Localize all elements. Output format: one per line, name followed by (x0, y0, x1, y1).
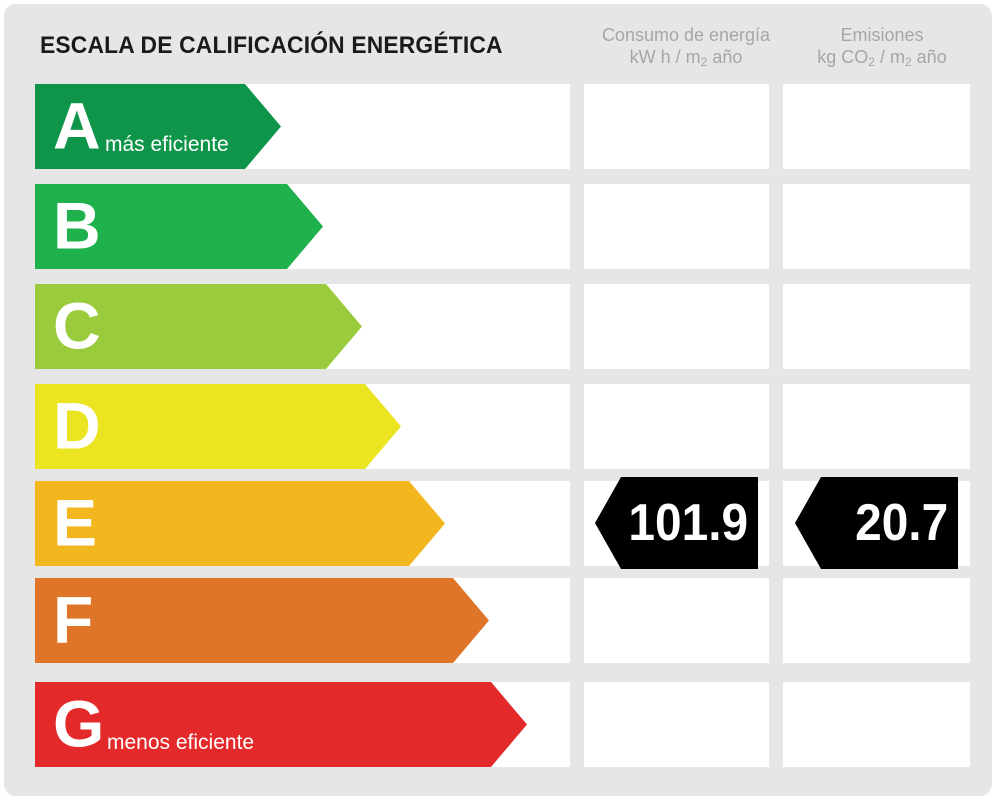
emissions-value-badge: 20.7 (795, 477, 958, 569)
emissions-column-header: Emisiones kg CO2 / m2 año (782, 24, 982, 68)
grade-letter: E (53, 485, 98, 560)
scale-title: ESCALA DE CALIFICACIÓN ENERGÉTICA (40, 32, 503, 59)
grade-bar-c: C (35, 284, 362, 369)
grade-bar-b: B (35, 184, 323, 269)
grade-bar-f: F (35, 578, 489, 663)
consumption-cell (584, 284, 769, 369)
emissions-cell (783, 682, 970, 767)
emissions-cell (783, 184, 970, 269)
grade-label: menos eficiente (107, 731, 255, 754)
emissions-cell (783, 384, 970, 469)
grade-letter: G (53, 686, 105, 761)
emissions-cell (783, 84, 970, 169)
energy-rating-card: ESCALA DE CALIFICACIÓN ENERGÉTICA Consum… (4, 4, 992, 796)
consumption-cell (584, 682, 769, 767)
grade-letter: B (53, 188, 101, 263)
consumption-header-line1: Consumo de energía (601, 25, 771, 45)
consumption-value-badge: 101.9 (595, 477, 758, 569)
emissions-cell (783, 578, 970, 663)
grade-bar-d: D (35, 384, 401, 469)
consumption-cell (584, 84, 769, 169)
emissions-header-line1: Emisiones (840, 25, 924, 45)
grade-letter: F (53, 582, 94, 657)
consumption-cell (584, 578, 769, 663)
consumption-cell (584, 384, 769, 469)
grade-label: más eficiente (105, 133, 229, 156)
consumption-header-unit: kW h / m2 año (629, 47, 743, 69)
grade-letter: D (53, 388, 101, 463)
grade-letter: C (53, 288, 101, 363)
emissions-cell (783, 284, 970, 369)
grade-bar-e: E (35, 481, 445, 566)
grade-letter: A (53, 88, 101, 163)
consumption-cell (584, 184, 769, 269)
consumption-column-header: Consumo de energía kW h / m2 año (586, 24, 786, 68)
emissions-header-unit: kg CO2 / m2 año (817, 47, 947, 69)
